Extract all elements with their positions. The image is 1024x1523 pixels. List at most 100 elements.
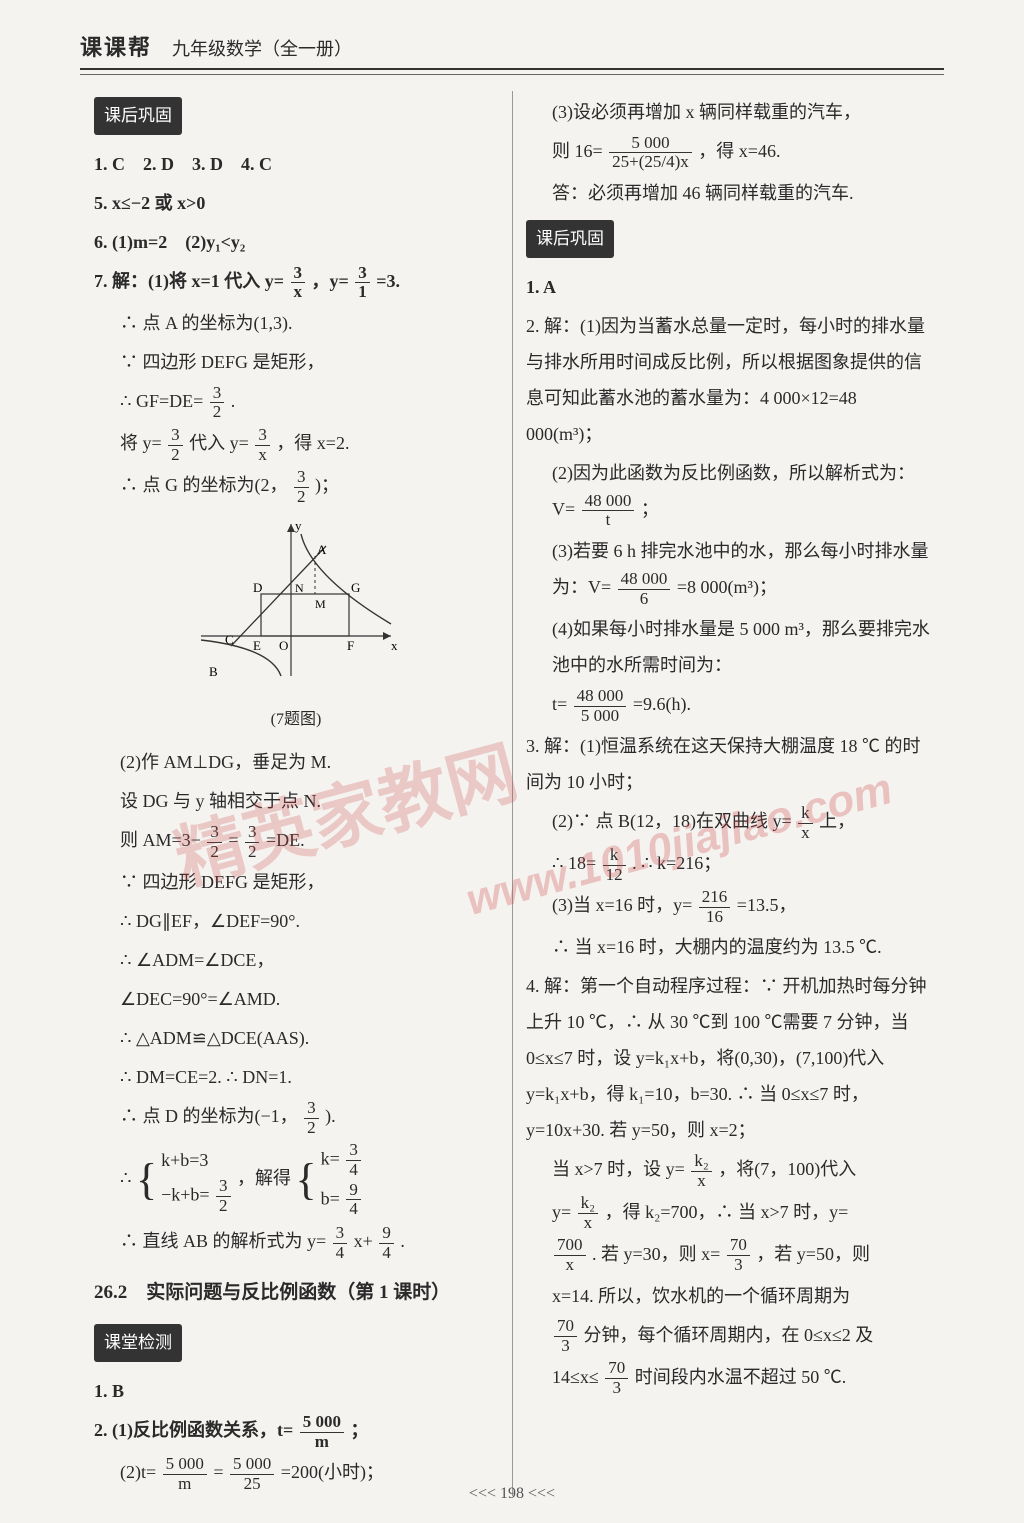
text-line: ∵ 四边形 DEFG 是矩形， bbox=[94, 344, 498, 380]
section-tag: 课后巩固 bbox=[526, 220, 614, 258]
page-header: 课课帮 九年级数学（全一册） bbox=[80, 30, 944, 70]
d: 2 bbox=[294, 488, 309, 507]
n: 3 bbox=[304, 1099, 319, 1119]
n: 48 000 bbox=[582, 492, 635, 512]
n: 700 bbox=[554, 1236, 586, 1256]
t: 当 x>7 时，设 y= bbox=[552, 1159, 685, 1179]
svg-text:O: O bbox=[279, 638, 288, 653]
svg-text:B: B bbox=[209, 664, 218, 679]
n: 70 bbox=[554, 1317, 577, 1337]
fraction: k12 bbox=[603, 846, 626, 884]
fraction: 32 bbox=[304, 1099, 319, 1137]
t: 则 16= bbox=[552, 141, 603, 161]
n: 3 bbox=[168, 426, 183, 446]
svg-text:D: D bbox=[253, 580, 262, 595]
t: . 若 y=30，则 x= bbox=[592, 1244, 720, 1264]
text-line: ∴ GF=DE= 32 . bbox=[94, 383, 498, 422]
text-line: 则 AM=3− 32 = 32 =DE. bbox=[94, 822, 498, 861]
text-line: t= 48 0005 000 =9.6(h). bbox=[526, 686, 930, 725]
d: x bbox=[291, 283, 306, 302]
text-line: ∴ 点 G 的坐标为(2， 32 )； bbox=[94, 467, 498, 506]
sys-rows: k= 34 b= 94 bbox=[321, 1140, 363, 1220]
diagram-7: y x A D G N M E O F C B bbox=[94, 516, 498, 698]
t: ； bbox=[641, 499, 659, 519]
section-tag: 课堂检测 bbox=[94, 1324, 182, 1362]
d: 16 bbox=[699, 908, 731, 927]
svg-text:N: N bbox=[295, 581, 304, 595]
fraction: 31 bbox=[355, 264, 370, 302]
page-footer: <<< 198 <<< bbox=[0, 1485, 1024, 1503]
text-line: 1. B bbox=[94, 1373, 498, 1409]
d: m bbox=[300, 1433, 344, 1452]
text-line: 14≤x≤ 703 时间段内水温不超过 50 ℃. bbox=[526, 1359, 930, 1398]
n: 48 000 bbox=[618, 570, 671, 590]
t: (2)t= bbox=[120, 1462, 156, 1482]
d: x bbox=[798, 824, 813, 843]
t: ，得 x=2. bbox=[276, 433, 349, 453]
text-line: 700x . 若 y=30，则 x= 703 ，若 y=50，则 bbox=[526, 1236, 930, 1275]
fraction: 32 bbox=[294, 468, 309, 506]
n: 3 bbox=[245, 823, 260, 843]
n: k bbox=[603, 846, 626, 866]
d: 12 bbox=[603, 866, 626, 885]
text-line: 设 DG 与 y 轴相交于点 N. bbox=[94, 783, 498, 819]
book-title: 课课帮 bbox=[80, 30, 152, 62]
t: t= bbox=[552, 694, 567, 714]
text-line: (2)作 AM⊥DG，垂足为 M. bbox=[94, 744, 498, 780]
header-underline bbox=[80, 74, 944, 75]
n: 3 bbox=[207, 823, 222, 843]
text-line: 4. 解：第一个自动程序过程：∵ 开机加热时每分钟上升 10 ℃，∴ 从 30 … bbox=[526, 968, 930, 1148]
fraction: 5 00025+(25/4)x bbox=[609, 134, 692, 172]
t: =9.6(h). bbox=[633, 694, 691, 714]
subtitle: 九年级数学（全一册） bbox=[172, 35, 352, 61]
t: 2. (1)反比例函数关系，t= bbox=[94, 1420, 293, 1440]
n: 5 000 bbox=[609, 134, 692, 154]
n: 48 000 bbox=[574, 687, 627, 707]
t: . ∴ k=216； bbox=[632, 853, 721, 873]
fraction: 48 0006 bbox=[618, 570, 671, 608]
left-column: 课后巩固 1. C 2. D 3. D 4. C 5. x≤−2 或 x>0 6… bbox=[80, 91, 512, 1496]
t: ，若 y=50，则 bbox=[756, 1244, 870, 1264]
fraction: kx bbox=[798, 804, 813, 842]
d: 2 bbox=[210, 403, 225, 422]
d: 3 bbox=[727, 1256, 750, 1275]
text-line: ∴ DG∥EF，∠DEF=90°. bbox=[94, 903, 498, 939]
n: 9 bbox=[379, 1224, 394, 1244]
t: =13.5， bbox=[737, 895, 797, 915]
text-line: (2)因为此函数为反比例函数，所以解析式为：V= 48 000t ； bbox=[526, 455, 930, 530]
fraction: 94 bbox=[346, 1181, 361, 1219]
svg-text:y: y bbox=[295, 518, 302, 533]
d: x bbox=[578, 1214, 598, 1233]
t: ，得 x=46. bbox=[698, 141, 780, 161]
d: 2 bbox=[216, 1197, 231, 1216]
text-line: (4)如果每小时排水量是 5 000 m³，那么要排完水池中的水所需时间为： bbox=[526, 611, 930, 683]
n: 216 bbox=[699, 888, 731, 908]
sys-row: k= 34 bbox=[321, 1141, 363, 1179]
n: k₂ bbox=[578, 1194, 598, 1214]
t: )； bbox=[315, 475, 339, 495]
column-divider bbox=[512, 91, 513, 1496]
n: 70 bbox=[727, 1236, 750, 1256]
d: 2 bbox=[207, 843, 222, 862]
t: =200(小时)； bbox=[281, 1462, 384, 1482]
fraction: 32 bbox=[216, 1177, 231, 1215]
n: 5 000 bbox=[163, 1455, 207, 1475]
text-line: 答：必须再增加 46 辆同样载重的汽车. bbox=[526, 175, 930, 211]
text-line: ∴ 当 x=16 时，大棚内的温度约为 13.5 ℃. bbox=[526, 929, 930, 965]
t: 上， bbox=[819, 811, 855, 831]
n: 3 bbox=[216, 1177, 231, 1197]
fraction: 703 bbox=[605, 1359, 628, 1397]
t: 将 y= bbox=[120, 433, 162, 453]
t: ∴ 点 G 的坐标为(2， bbox=[120, 475, 288, 495]
t: b= bbox=[321, 1188, 340, 1208]
svg-text:G: G bbox=[351, 580, 360, 595]
n: 3 bbox=[210, 384, 225, 404]
text-line: ∴ 直线 AB 的解析式为 y= 34 x+ 94 . bbox=[94, 1223, 498, 1262]
fraction: 5 000m bbox=[300, 1413, 344, 1451]
fraction: 32 bbox=[207, 823, 222, 861]
text-line: ∵ 四边形 DEFG 是矩形， bbox=[94, 864, 498, 900]
d: x bbox=[255, 446, 270, 465]
d: 4 bbox=[346, 1161, 361, 1180]
text-line: ∴ 点 D 的坐标为(−1， 32 ). bbox=[94, 1098, 498, 1137]
d: 5 000 bbox=[574, 707, 627, 726]
